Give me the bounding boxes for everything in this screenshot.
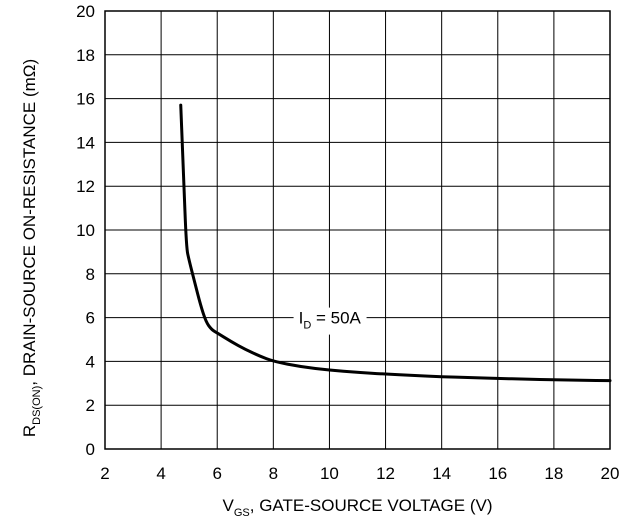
y-tick-label: 2: [86, 396, 95, 415]
grid: [105, 11, 610, 449]
y-tick-label: 14: [76, 133, 95, 152]
y-tick-label: 10: [76, 221, 95, 240]
x-tick-label: 10: [320, 464, 339, 483]
x-tick-label: 20: [601, 464, 620, 483]
y-tick-label: 4: [86, 352, 95, 371]
y-tick-label: 20: [76, 2, 95, 21]
x-tick-label: 4: [156, 464, 165, 483]
x-tick-label: 14: [432, 464, 451, 483]
x-tick-label: 2: [100, 464, 109, 483]
y-tick-label: 8: [86, 265, 95, 284]
y-tick-label: 18: [76, 46, 95, 65]
series-line-id-50a: [179, 103, 612, 383]
x-tick-label: 12: [376, 464, 395, 483]
x-tick-label: 8: [269, 464, 278, 483]
plot-frame: [104, 10, 611, 450]
x-tick-label: 16: [488, 464, 507, 483]
annotation-id-50a: ID = 50A: [299, 309, 362, 332]
y-tick-label: 12: [76, 177, 95, 196]
x-axis-title: VGS, GATE-SOURCE VOLTAGE (V): [223, 496, 493, 519]
y-axis-title: RDS(ON), DRAIN-SOURCE ON-RESISTANCE (mΩ): [20, 59, 43, 437]
y-tick-label: 6: [86, 309, 95, 328]
x-tick-label: 6: [212, 464, 221, 483]
y-tick-label: 16: [76, 90, 95, 109]
y-tick-label: 0: [86, 440, 95, 459]
x-tick-label: 18: [544, 464, 563, 483]
annotation-background: [293, 307, 367, 335]
